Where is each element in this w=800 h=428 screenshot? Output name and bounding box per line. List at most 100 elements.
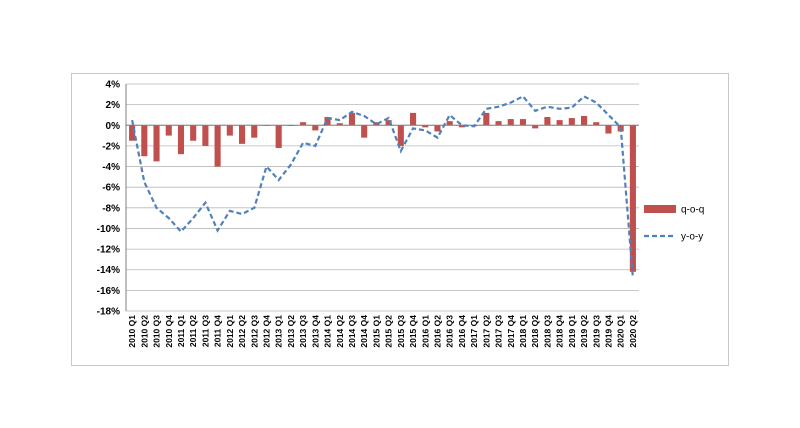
x-tick-label: 2018 Q3 — [542, 315, 552, 348]
x-tick-label: 2014 Q2 — [335, 315, 345, 348]
x-tick-label: 2014 Q1 — [323, 315, 333, 348]
legend: q-o-q y-o-y — [644, 205, 704, 243]
q-o-q-bar — [300, 122, 307, 126]
y-o-y-series-line — [131, 95, 634, 279]
q-o-q-bar — [153, 125, 160, 162]
x-tick-label: 2010 Q2 — [139, 315, 149, 348]
q-o-q-bar — [458, 125, 465, 128]
x-axis-ticks: 2010 Q1 2010 Q2 2010 Q3 2010 Q4 2011 Q1 2011 … — [127, 315, 638, 348]
x-tick-label: 2015 Q1 — [371, 315, 381, 348]
x-tick-label: 2012 Q3 — [249, 315, 259, 348]
q-o-q-bar — [397, 125, 404, 146]
x-tick-label: 2017 Q3 — [494, 315, 504, 348]
q-o-q-bar — [434, 125, 441, 132]
q-o-q-bar — [519, 119, 527, 126]
x-tick-label: 2019 Q4 — [603, 315, 613, 348]
y-o-y-line — [131, 95, 634, 279]
q-o-q-bar — [238, 125, 246, 144]
x-tick-label: 2015 Q3 — [396, 315, 406, 348]
y-tick-label: -6% — [102, 183, 120, 194]
q-o-q-bar — [483, 112, 490, 126]
x-tick-label: 2016 Q2 — [432, 315, 442, 348]
q-o-q-bar — [361, 125, 368, 138]
x-tick-label: 2012 Q2 — [237, 315, 247, 348]
x-tick-label: 2014 Q3 — [347, 315, 357, 348]
q-o-q-bar — [495, 121, 502, 126]
q-o-q-bar — [202, 125, 209, 146]
x-tick-label: 2020 Q2 — [628, 315, 638, 348]
q-o-q-bar — [312, 125, 319, 131]
x-tick-label: 2016 Q1 — [420, 315, 430, 348]
y-tick-label: -8% — [102, 203, 120, 214]
y-tick-label: -12% — [97, 245, 120, 256]
x-tick-label: 2018 Q4 — [555, 315, 565, 348]
x-tick-label: 2015 Q4 — [408, 315, 418, 348]
y-tick-label: -14% — [97, 265, 120, 276]
y-axis-ticks: 4% 2% 0% -2% -4% -6% -8% -10% -12% -14% -16% -18% — [97, 80, 120, 318]
x-tick-label: 2017 Q1 — [469, 315, 479, 348]
q-o-q-bar — [336, 123, 343, 126]
legend-label-y-o-y: y-o-y — [681, 232, 703, 243]
y-tick-label: 2% — [106, 100, 121, 111]
q-o-q-bar — [141, 125, 148, 157]
x-tick-label: 2011 Q2 — [188, 315, 198, 347]
q-o-q-bar — [348, 112, 356, 126]
x-tick-label: 2012 Q1 — [225, 315, 235, 348]
x-tick-label: 2018 Q1 — [518, 315, 528, 348]
x-tick-label: 2017 Q2 — [481, 315, 491, 348]
q-o-q-bar — [409, 112, 417, 126]
x-tick-label: 2013 Q1 — [274, 315, 284, 348]
q-o-q-bar — [556, 120, 563, 126]
x-tick-label: 2013 Q2 — [286, 315, 296, 348]
q-o-q-bar — [532, 125, 539, 129]
x-tick-label: 2016 Q3 — [445, 315, 455, 348]
x-tick-label: 2011 Q1 — [176, 315, 186, 347]
x-tick-label: 2010 Q4 — [164, 315, 174, 348]
q-o-q-bar — [251, 125, 258, 138]
x-tick-label: 2019 Q2 — [579, 315, 589, 348]
q-o-q-bar — [593, 122, 600, 126]
y-tick-label: -16% — [97, 286, 120, 297]
x-tick-label: 2010 Q1 — [127, 315, 137, 348]
chart-frame: 4% 2% 0% -2% -4% -6% -8% -10% -12% -14% -16% -18% 2… — [71, 73, 729, 366]
x-tick-label: 2019 Q3 — [591, 315, 601, 348]
legend-label-q-o-q: q-o-q — [681, 205, 704, 216]
x-tick-label: 2019 Q1 — [567, 315, 577, 348]
q-o-q-bar — [275, 125, 282, 148]
x-tick-label: 2012 Q4 — [261, 315, 271, 348]
q-o-q-bar — [568, 118, 575, 126]
y-tick-label: 4% — [106, 80, 121, 91]
q-o-q-bar — [580, 115, 588, 126]
x-tick-label: 2016 Q4 — [457, 315, 467, 348]
q-o-q-bar — [373, 122, 380, 126]
y-tick-label: 0% — [106, 121, 121, 132]
q-o-q-bar — [226, 125, 233, 136]
q-o-q-bar — [129, 125, 136, 141]
q-o-q-bar — [629, 125, 636, 272]
q-o-q-bar — [324, 117, 331, 126]
y-tick-label: -4% — [102, 162, 120, 173]
x-tick-label: 2011 Q3 — [200, 315, 210, 347]
q-o-q-bar — [190, 125, 197, 141]
q-o-q-bar — [507, 119, 514, 126]
legend-swatch-q-o-q — [644, 205, 676, 213]
q-o-q-bar — [165, 125, 172, 136]
grid-lines — [126, 83, 639, 312]
y-tick-label: -2% — [102, 141, 120, 152]
x-tick-label: 2013 Q4 — [310, 315, 320, 348]
x-tick-label: 2020 Q1 — [616, 315, 626, 348]
q-o-q-bar — [177, 125, 185, 155]
x-tick-label: 2013 Q3 — [298, 315, 308, 348]
q-o-q-bar — [214, 125, 221, 167]
axes — [125, 84, 639, 311]
x-tick-label: 2010 Q3 — [152, 315, 162, 348]
q-o-q-bar — [605, 125, 612, 134]
x-tick-label: 2018 Q2 — [530, 315, 540, 348]
q-o-q-bar — [446, 121, 453, 126]
q-o-q-bar — [422, 125, 429, 128]
x-tick-label: 2011 Q4 — [213, 315, 223, 347]
q-o-q-bar — [385, 120, 392, 126]
q-o-q-bar — [544, 117, 551, 126]
q-o-q-bars — [129, 112, 636, 272]
y-tick-label: -10% — [97, 224, 120, 235]
